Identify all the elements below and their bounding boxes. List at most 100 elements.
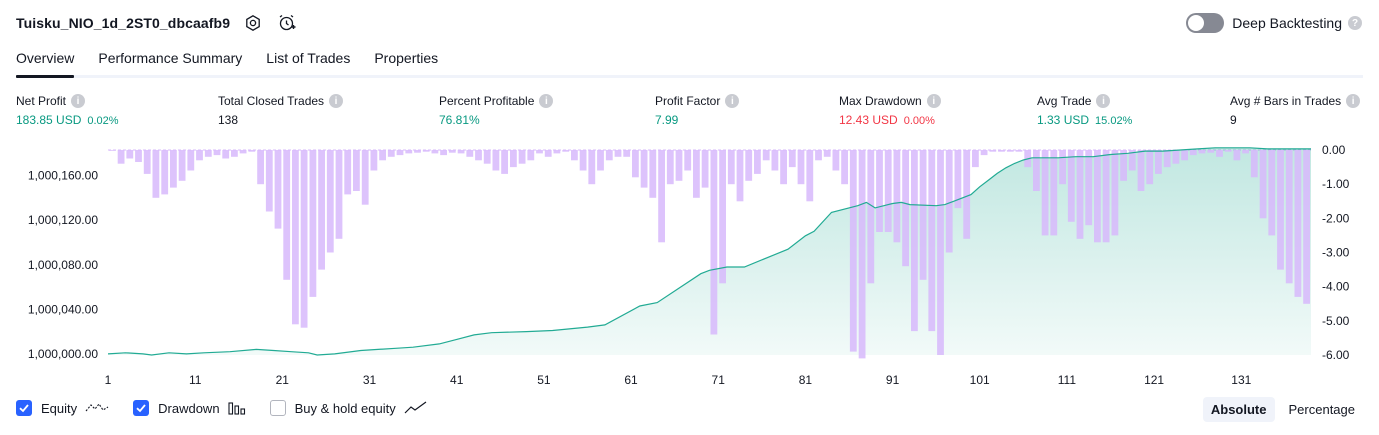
tab-performance-summary[interactable]: Performance Summary [98, 50, 243, 66]
absolute-button[interactable]: Absolute [1202, 397, 1275, 422]
drawdown-bar [1067, 150, 1075, 222]
drawdown-bar [745, 150, 753, 181]
drawdown-bars [109, 150, 1310, 359]
info-icon[interactable]: i [725, 94, 740, 108]
drawdown-bar [727, 150, 735, 185]
drawdown-bar [1198, 150, 1206, 154]
drawdown-bar [902, 150, 909, 267]
chart-legend: Equity Drawdown Buy & hold equity [16, 400, 452, 416]
info-icon[interactable]: i [926, 94, 941, 108]
drawdown-bar [1041, 150, 1049, 236]
drawdown-bar [300, 150, 308, 328]
left-axis: 1,000,000.00 1,000,040.00 1,000,080.00 1,00… [28, 169, 98, 361]
drawdown-bar [170, 150, 177, 188]
drawdown-bar [1233, 150, 1241, 161]
drawdown-bars-icon [228, 400, 246, 416]
right-axis-tick: -3.00 [1322, 246, 1350, 260]
x-axis-tick: 1 [105, 373, 112, 387]
metric-percent: 0.00% [903, 115, 935, 127]
add-alert-icon[interactable] [278, 14, 296, 32]
left-axis-tick: 1,000,080.00 [28, 258, 98, 272]
equity-drawdown-chart[interactable]: 1,000,000.00 1,000,040.00 1,000,080.00 1,00… [0, 140, 1379, 390]
drawdown-bar [780, 150, 787, 185]
drawdown-bar [353, 150, 360, 191]
right-axis-tick: -6.00 [1322, 348, 1350, 362]
drawdown-bar [658, 150, 665, 243]
info-icon[interactable]: i [71, 94, 86, 108]
settings-icon[interactable] [244, 14, 262, 32]
help-icon[interactable]: ? [1348, 16, 1362, 30]
drawdown-bar [919, 150, 927, 280]
drawdown-bar [483, 150, 491, 164]
drawdown-bar [405, 150, 413, 154]
x-axis-tick: 41 [450, 373, 464, 387]
metric-max-drawdown: Max Drawdown i 12.43 USD 0.00% [839, 94, 941, 127]
left-axis-tick: 1,000,120.00 [28, 213, 98, 227]
equity-line [107, 147, 1311, 356]
info-icon[interactable]: i [329, 94, 344, 108]
legend-buy-hold[interactable]: Buy & hold equity [269, 400, 428, 416]
right-axis-tick: -5.00 [1322, 314, 1350, 328]
equity-line-icon [85, 400, 109, 416]
drawdown-bar [1250, 150, 1258, 178]
drawdown-bar [1102, 150, 1110, 243]
drawdown-bar [989, 150, 997, 152]
drawdown-bar [370, 150, 378, 171]
drawdown-bar [1172, 150, 1180, 164]
tab-properties[interactable]: Properties [374, 50, 439, 66]
metric-value: 7.99 [655, 113, 679, 127]
drawdown-bar [736, 150, 744, 202]
x-axis-tick: 61 [624, 373, 638, 387]
drawdown-bar [309, 150, 317, 297]
value-mode-switch: Absolute Percentage [1197, 397, 1363, 422]
info-icon[interactable]: i [1096, 94, 1111, 108]
drawdown-bar [893, 150, 901, 243]
metric-profit-factor: Profit Factor i 7.99 [655, 94, 740, 127]
drawdown-bar [963, 150, 971, 239]
equity-checkbox[interactable] [16, 400, 32, 416]
drawdown-bar [588, 150, 596, 185]
left-axis-tick: 1,000,040.00 [28, 302, 98, 316]
drawdown-bar [1303, 150, 1310, 304]
drawdown-bar [178, 150, 186, 181]
drawdown-bar [788, 150, 796, 168]
right-axis-tick: -4.00 [1322, 280, 1350, 294]
drawdown-bar [579, 150, 587, 171]
drawdown-bar [126, 150, 134, 159]
right-axis-tick: -2.00 [1322, 211, 1350, 225]
drawdown-bar [701, 150, 709, 188]
x-axis-tick: 111 [1058, 373, 1077, 387]
drawdown-bar [1111, 150, 1119, 236]
drawdown-bar [954, 150, 962, 209]
drawdown-bar [980, 150, 988, 156]
drawdown-bar [1155, 150, 1162, 174]
drawdown-bar [135, 150, 142, 162]
legend-equity[interactable]: Equity [16, 400, 109, 416]
legend-drawdown[interactable]: Drawdown [133, 400, 245, 416]
info-icon[interactable]: i [1346, 94, 1361, 108]
drawdown-bar [1268, 150, 1276, 236]
drawdown-bar [1259, 150, 1267, 219]
drawdown-bar [998, 150, 1005, 152]
tab-overview[interactable]: Overview [16, 40, 75, 78]
drawdown-bar [422, 150, 430, 152]
x-axis-tick: 101 [970, 373, 990, 387]
drawdown-bar [553, 150, 561, 154]
drawdown-bar [501, 150, 508, 174]
x-axis-tick: 31 [363, 373, 377, 387]
info-icon[interactable]: i [539, 94, 554, 108]
drawdown-bar [344, 150, 352, 195]
drawdown-checkbox[interactable] [133, 400, 150, 416]
metric-avg-bars: Avg # Bars in Trades i 9 [1230, 94, 1361, 127]
drawdown-bar [527, 150, 535, 161]
deep-backtesting-toggle[interactable] [1186, 13, 1225, 33]
drawdown-bar [945, 150, 953, 253]
drawdown-bar [1181, 150, 1188, 161]
drawdown-bar [518, 150, 526, 164]
tab-list-of-trades[interactable]: List of Trades [266, 50, 351, 66]
percentage-button[interactable]: Percentage [1288, 402, 1356, 417]
x-axis-tick: 51 [537, 373, 551, 387]
drawdown-bar [152, 150, 160, 198]
buy-hold-checkbox[interactable] [269, 400, 286, 416]
drawdown-bar [361, 150, 369, 205]
